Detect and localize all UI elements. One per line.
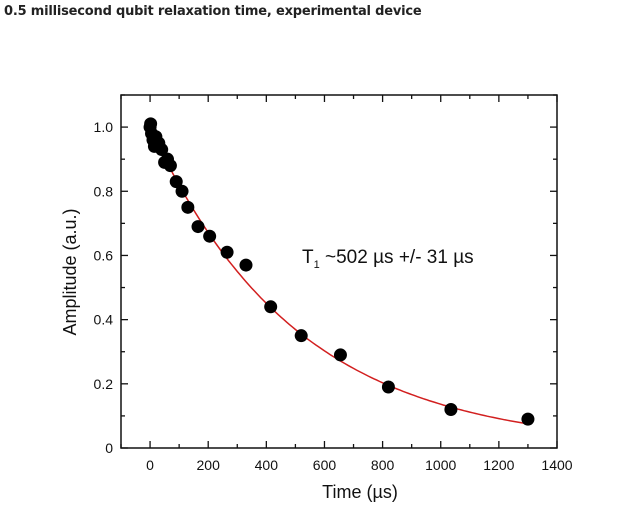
y-tick-label: 0.8 [94,183,114,199]
x-tick-label: 1000 [425,457,456,473]
x-tick-label: 1400 [541,457,572,473]
data-point [175,184,189,198]
data-point [444,402,458,416]
x-tick-label: 0 [146,457,154,473]
y-tick-label: 0.6 [94,247,114,263]
annotation-t: T [302,247,314,268]
y-tick-label: 0 [105,440,113,456]
annotation-value: ~502 µs +/- 31 µs [320,247,474,268]
data-point [163,159,177,173]
plot-frame [120,94,558,449]
data-point [333,348,347,362]
data-point [203,229,217,243]
data-point [381,380,395,394]
fit-curve [149,126,529,425]
y-axis-label: Amplitude (a.u.) [60,208,80,335]
data-point [144,117,158,131]
data-point [521,412,535,426]
data-point [169,175,183,189]
x-tick-label: 1200 [483,457,514,473]
x-tick-label: 800 [371,457,395,473]
y-tick-label: 1.0 [94,119,114,135]
data-point [181,200,195,214]
data-point [191,220,205,234]
data-point [155,143,169,157]
data-point [264,300,278,314]
x-tick-label: 200 [197,457,221,473]
t1-annotation: T1 ~502 µs +/- 31 µs [302,247,474,271]
x-tick-label: 400 [255,457,279,473]
data-point [294,329,308,343]
x-axis-label: Time (µs) [322,482,398,502]
data-point [220,245,234,259]
y-tick-label: 0.2 [94,376,114,392]
x-tick-label: 600 [313,457,337,473]
annotation-subscript: 1 [314,259,320,271]
data-point [239,258,253,272]
y-tick-label: 0.4 [94,312,114,328]
page-title: 0.5 millisecond qubit relaxation time, e… [4,4,422,19]
